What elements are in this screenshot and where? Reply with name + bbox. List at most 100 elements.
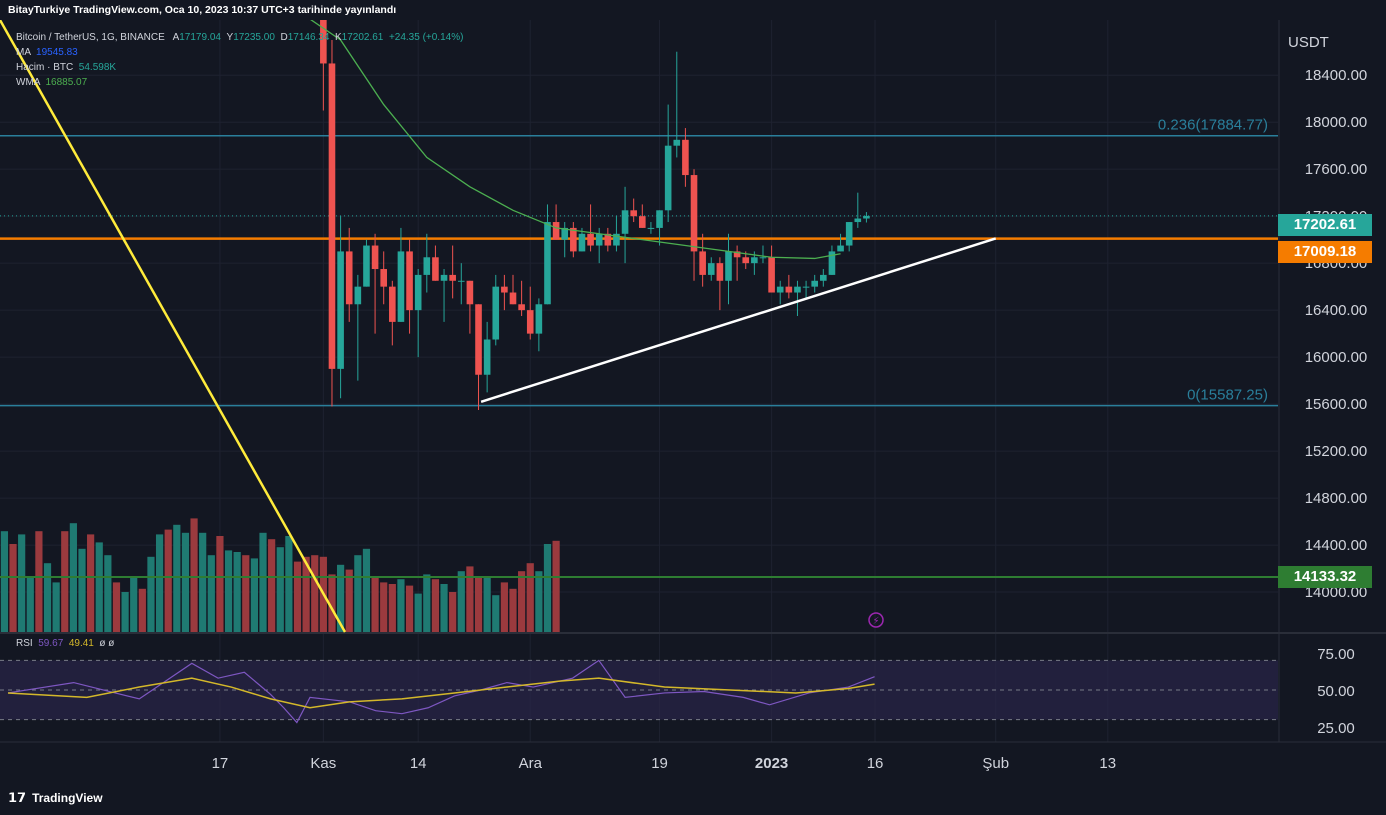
candle — [423, 233, 431, 293]
legend-rsi-label: RSI — [16, 638, 33, 649]
volume-bar — [259, 532, 267, 632]
rsi-tick-label: 75.00 — [1317, 646, 1355, 663]
candle — [449, 245, 456, 299]
footer-brand[interactable]: TradingView — [32, 791, 103, 805]
legend-open: 17179.04 — [179, 32, 221, 43]
candle — [656, 210, 663, 246]
candle-body — [389, 286, 396, 322]
candle — [345, 227, 353, 322]
candle-body — [854, 218, 862, 223]
candle — [389, 280, 396, 346]
time-tick-label: 13 — [1099, 755, 1116, 772]
candle — [501, 274, 508, 311]
candle — [733, 245, 741, 281]
candle-body — [647, 227, 655, 229]
rsi-line — [7, 659, 875, 724]
candle-body — [845, 222, 853, 246]
volume-bar — [311, 555, 319, 632]
candle-body — [656, 210, 663, 228]
candle-body — [457, 280, 465, 282]
volume-line-price-tag: 14133.32 — [1278, 566, 1372, 588]
volume-bar — [224, 550, 233, 632]
candle — [854, 192, 862, 228]
volume-bar — [9, 544, 17, 632]
volume-bar — [26, 577, 34, 632]
candle-body — [725, 251, 732, 281]
legend-high: 17235.00 — [233, 32, 275, 43]
volume-bar — [492, 595, 500, 632]
volume-bar — [242, 555, 250, 632]
legend-rsi-value: 59.67 — [38, 638, 64, 649]
candle-body — [526, 310, 534, 334]
volume-bar — [147, 556, 155, 632]
volume-bar — [285, 536, 293, 632]
volume-bar — [552, 540, 560, 632]
trendline-white — [480, 237, 997, 403]
candle-body — [794, 286, 801, 293]
candle — [354, 274, 362, 381]
candle-body — [544, 222, 551, 305]
volume-bar — [78, 548, 86, 632]
price-tick-label: 18000.00 — [1305, 114, 1368, 131]
candle — [561, 222, 569, 258]
volume-bar — [423, 574, 431, 632]
volume-bar — [466, 566, 474, 632]
candle-body — [776, 286, 784, 293]
candle-body — [354, 286, 362, 305]
volume-bar — [337, 564, 345, 632]
price-tick-label: 14800.00 — [1305, 490, 1368, 507]
volume-bar — [526, 563, 534, 632]
volume-bar — [138, 588, 146, 632]
candle — [466, 280, 474, 334]
footer: 𝟭𝟳 TradingView — [8, 790, 103, 806]
volume-bar — [474, 577, 483, 632]
candle — [682, 128, 689, 187]
candle-body — [751, 257, 758, 264]
candle-body — [699, 251, 706, 275]
candle-body — [621, 210, 629, 234]
volume-bar — [164, 529, 172, 632]
candle-body — [440, 274, 448, 281]
candle-body — [768, 257, 775, 293]
candle-body — [613, 233, 620, 246]
legend-low: 17146.34 — [287, 32, 330, 43]
candle-body — [475, 304, 482, 375]
candle-body — [535, 304, 543, 334]
candle-body — [639, 216, 646, 228]
price-tick-label: 14400.00 — [1305, 537, 1368, 554]
lightning-icon: ⚡ — [868, 612, 884, 628]
candle-body — [837, 245, 844, 252]
volume-bar — [354, 555, 362, 632]
rsi-band — [0, 660, 1278, 720]
volume-bar — [388, 584, 396, 632]
rsi-pane — [0, 659, 1278, 724]
candle — [811, 274, 818, 293]
candle — [440, 269, 448, 322]
candle — [414, 269, 422, 358]
candlesticks — [320, 20, 870, 410]
lightning-icon-ring — [868, 612, 884, 628]
candle-body — [811, 280, 818, 287]
candle — [613, 216, 620, 252]
candle — [828, 245, 836, 275]
candle — [630, 198, 637, 223]
volume-bar — [250, 558, 258, 632]
candle-body — [371, 245, 379, 270]
price-chart[interactable]: 0.236(17884.77) 0(15587.25) 75.00 50.00 25.… — [0, 20, 1386, 790]
candle — [475, 304, 482, 410]
candle-body — [578, 233, 586, 252]
candle — [570, 222, 577, 258]
volume-bar — [431, 579, 440, 632]
candle-body — [449, 274, 456, 281]
candle — [406, 239, 413, 334]
time-tick-label: 17 — [212, 755, 229, 772]
legend-ma-value: 19545.83 — [36, 47, 78, 58]
volume-bar — [207, 555, 215, 632]
candle-body — [759, 257, 767, 259]
candle-body — [733, 251, 741, 258]
volume-bar — [380, 582, 388, 632]
candle — [768, 245, 775, 293]
legend-low-label: D — [280, 32, 288, 43]
volume-bar — [328, 574, 336, 632]
volume-bar — [543, 544, 552, 632]
